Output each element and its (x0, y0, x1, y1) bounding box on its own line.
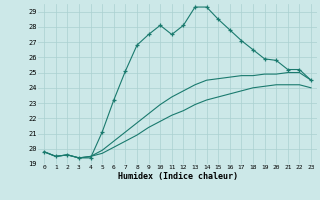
X-axis label: Humidex (Indice chaleur): Humidex (Indice chaleur) (118, 172, 238, 181)
